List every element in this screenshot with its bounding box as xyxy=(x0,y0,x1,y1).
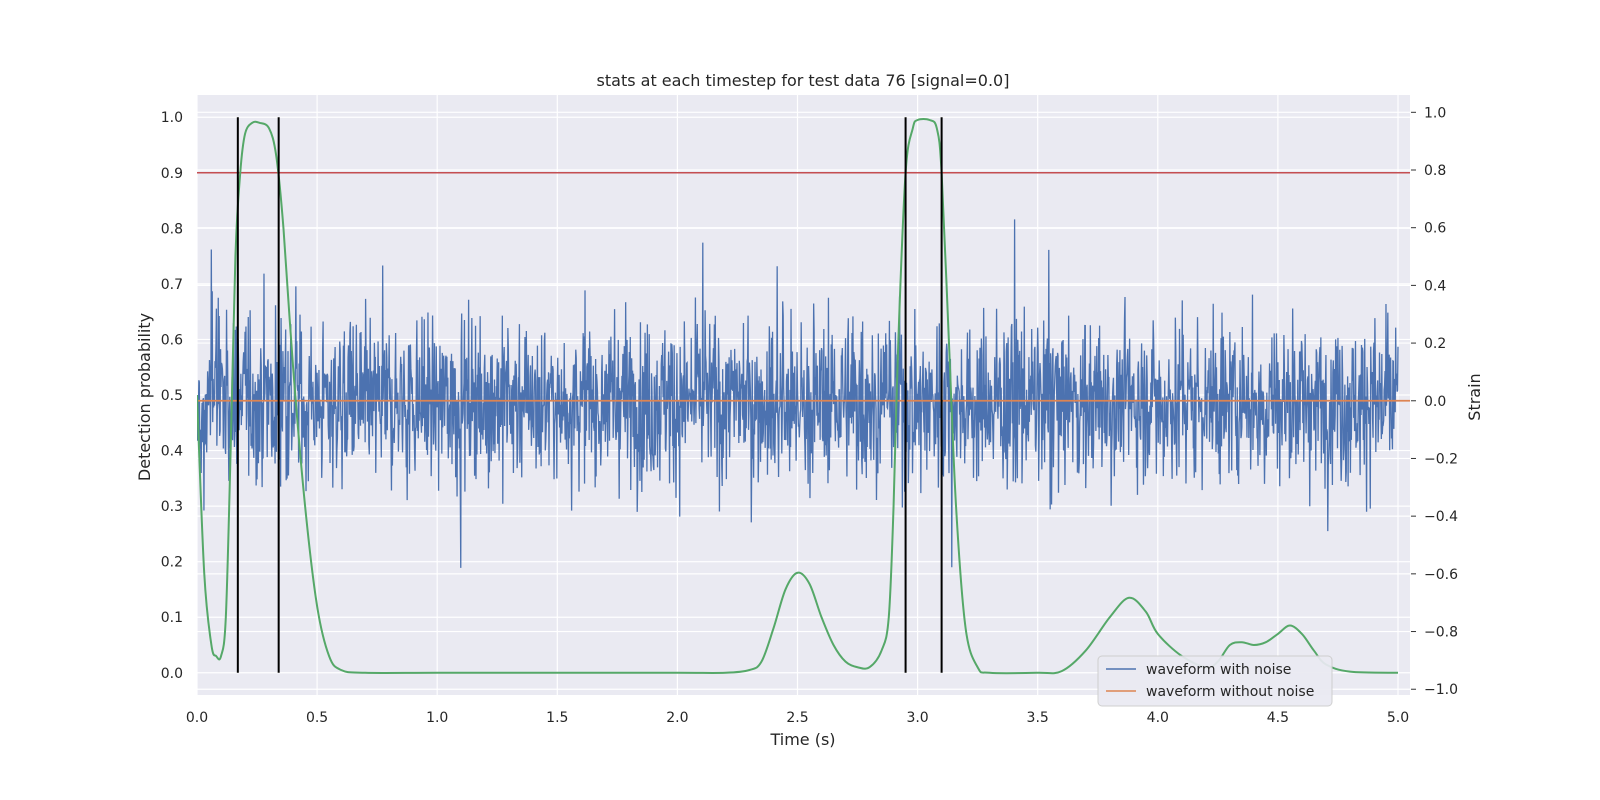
legend-label-clean: waveform without noise xyxy=(1146,684,1314,700)
chart-title: stats at each timestep for test data 76 … xyxy=(597,71,1010,90)
noisy-waveform-line xyxy=(197,219,1399,568)
x-tick-label: 1.0 xyxy=(426,710,448,726)
y-tick-label: 0.0 xyxy=(161,666,183,682)
legend-label-noise: waveform with noise xyxy=(1146,662,1291,678)
y-right-tick-label: 0.6 xyxy=(1424,221,1446,237)
y-tick-label: 1.0 xyxy=(161,110,183,126)
x-tick-label: 2.0 xyxy=(666,710,688,726)
y-right-tick-label: 0.2 xyxy=(1424,336,1446,352)
x-tick-label: 5.0 xyxy=(1387,710,1409,726)
y-right-tick-label: 1.0 xyxy=(1424,105,1446,121)
x-tick-label: 4.5 xyxy=(1267,710,1289,726)
y-tick-label: 0.1 xyxy=(161,610,183,626)
event-markers xyxy=(236,117,943,673)
y-tick-label: 0.6 xyxy=(161,332,183,348)
y-tick-label: 0.8 xyxy=(161,221,183,237)
y-tick-label: 0.5 xyxy=(161,388,183,404)
y-right-tick-label: −0.4 xyxy=(1424,509,1458,525)
y-tick-label: 0.2 xyxy=(161,555,183,571)
tick-labels: 0.0 0.5 1.0 1.5 2.0 2.5 3.0 3.5 4.0 4.5 5.0 0.0 0.1 0… xyxy=(161,105,1458,726)
x-tick-label: 4.0 xyxy=(1147,710,1169,726)
x-tick-label: 0.0 xyxy=(186,710,208,726)
y-right-tick-label: −1.0 xyxy=(1424,682,1458,698)
x-tick-label: 0.5 xyxy=(306,710,328,726)
y-right-tick-label: 0.8 xyxy=(1424,163,1446,179)
legend: waveform with noise waveform without noi… xyxy=(1097,655,1333,707)
y-tick-label: 0.9 xyxy=(161,166,183,182)
x-axis-label: Time (s) xyxy=(769,730,835,749)
y-right-tick-label: 0.4 xyxy=(1424,278,1446,294)
y-tick-label: 0.3 xyxy=(161,499,183,515)
noise-waveform xyxy=(197,219,1399,568)
x-tick-label: 1.5 xyxy=(546,710,568,726)
y-axis-label: Detection probability xyxy=(135,313,154,481)
y-tick-label: 0.7 xyxy=(161,277,183,293)
y-right-tick-label: 0.0 xyxy=(1424,394,1446,410)
y-right-tick-label: −0.8 xyxy=(1424,625,1458,641)
y-tick-label: 0.4 xyxy=(161,444,183,460)
x-tick-label: 3.5 xyxy=(1027,710,1049,726)
legend-box xyxy=(1097,655,1333,707)
x-tick-label: 2.5 xyxy=(786,710,808,726)
y-right-tick-label: −0.2 xyxy=(1424,451,1458,467)
y-right-tick-label: −0.6 xyxy=(1424,567,1458,583)
y-axis-label-right: Strain xyxy=(1465,373,1484,420)
x-tick-label: 3.0 xyxy=(906,710,928,726)
